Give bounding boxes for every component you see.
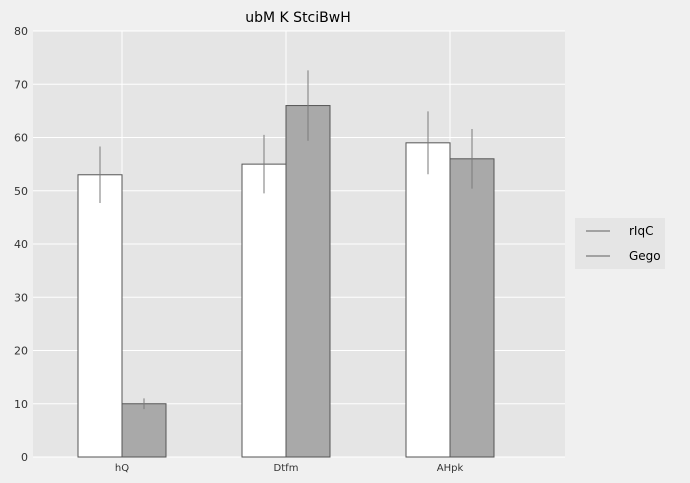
x-tick-label: hQ [115,463,129,474]
chart-title: ubM K StciBwH [245,10,350,26]
y-tick-label: 80 [14,25,28,38]
legend-box [575,218,665,269]
y-tick-label: 50 [14,185,28,198]
x-tick-label: Dtfm [274,463,299,474]
legend-label-Gego: Gego [629,249,661,263]
bar-rIqC-AHpk [405,142,451,458]
legend-label-rIqC: rIqC [629,224,653,238]
bars [77,105,495,458]
error-bars [99,70,473,410]
bar-Gego-AHpk [449,158,495,458]
legend: rIqC Gego [575,218,665,269]
y-tick-label: 0 [21,451,28,464]
bar-Gego-Dtfm [285,105,331,458]
bar-rIqC-hQ [77,174,123,458]
y-tick-label: 20 [14,345,28,358]
y-tick-label: 60 [14,132,28,145]
x-tick-label: AHpk [437,463,464,474]
y-tick-label: 30 [14,291,28,304]
y-tick-labels: 0 10 20 30 40 50 60 70 80 [14,25,28,464]
bar-Gego-hQ [121,403,167,458]
bar-rIqC-Dtfm [241,163,287,458]
y-tick-label: 40 [14,238,28,251]
x-tick-labels: hQ Dtfm AHpk [115,463,464,474]
y-tick-label: 70 [14,78,28,91]
y-tick-label: 10 [14,398,28,411]
